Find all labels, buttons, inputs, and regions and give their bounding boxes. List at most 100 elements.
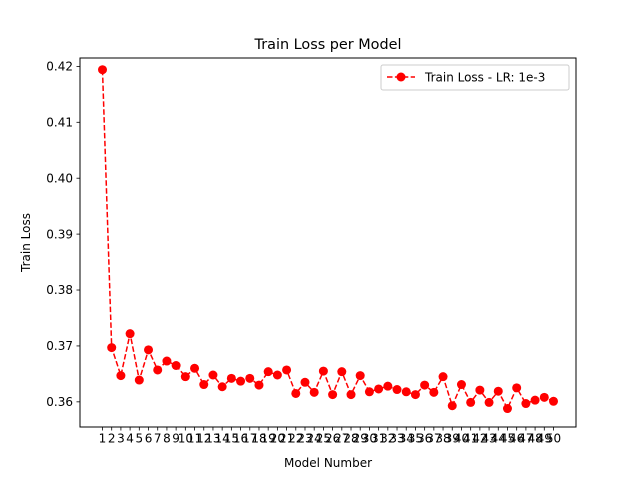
y-tick-label: 0.38 [46, 283, 73, 297]
x-tick-label: 41 [463, 432, 478, 446]
data-point [493, 386, 503, 396]
data-point [300, 377, 310, 387]
data-point [171, 361, 181, 370]
data-point [484, 397, 494, 407]
x-tick-label: 38 [435, 432, 450, 446]
y-tick-label: 0.41 [46, 115, 73, 129]
legend: Train Loss - LR: 1e-3 [380, 64, 570, 91]
x-tick-label: 30 [362, 432, 377, 446]
data-point [309, 387, 319, 397]
data-point [208, 370, 218, 380]
y-tick-label: 0.42 [46, 60, 73, 74]
data-point [328, 390, 338, 400]
data-point [466, 397, 476, 407]
data-point [512, 383, 522, 393]
data-point [539, 392, 549, 402]
data-point [144, 345, 154, 355]
x-tick-label: 43 [481, 432, 496, 446]
data-point [236, 376, 246, 386]
data-point [318, 366, 328, 376]
data-point [190, 363, 200, 373]
x-tick-label: 20 [270, 432, 285, 446]
x-tick-label: 48 [527, 432, 542, 446]
legend-label: Train Loss - LR: 1e-3 [424, 71, 545, 85]
x-tick-label: 32 [380, 432, 395, 446]
x-tick-label: 37 [426, 432, 441, 446]
data-point [355, 371, 365, 381]
legend-frame [380, 64, 570, 91]
y-axis-label: Train Loss [19, 213, 33, 273]
plot-frame [79, 57, 577, 428]
data-point [383, 381, 393, 391]
data-point [217, 382, 227, 392]
x-tick-label: 36 [417, 432, 432, 446]
data-point [374, 384, 384, 394]
data-point [429, 387, 439, 397]
data-point [447, 401, 457, 411]
data-point [98, 65, 107, 75]
x-tick-label: 9 [172, 432, 180, 446]
x-axis-ticks: 1 2 3 4 5 6 7 8 91011121314151617181920212223242… [99, 427, 561, 446]
x-tick-label: 21 [279, 432, 294, 446]
x-tick-label: 34 [399, 432, 414, 446]
data-point [337, 367, 347, 377]
plot-area [80, 58, 576, 427]
data-point [401, 387, 411, 397]
data-point [282, 365, 292, 375]
data-point [245, 373, 255, 383]
y-tick-label: 0.36 [46, 395, 73, 409]
x-tick-label: 45 [500, 432, 515, 446]
data-point [263, 367, 273, 377]
x-tick-label: 31 [371, 432, 386, 446]
x-tick-label: 24 [307, 432, 322, 446]
data-point [254, 380, 264, 390]
x-tick-label: 39 [445, 432, 460, 446]
x-tick-label: 12 [196, 432, 211, 446]
data-point [530, 395, 540, 405]
x-tick-label: 11 [187, 432, 202, 446]
x-tick-label: 22 [288, 432, 303, 446]
x-tick-label: 1 [99, 432, 107, 446]
x-tick-label: 18 [251, 432, 266, 446]
x-tick-label: 17 [242, 432, 257, 446]
data-point [549, 396, 558, 406]
x-tick-label: 7 [154, 432, 162, 446]
data-point [199, 380, 209, 390]
data-point [392, 385, 402, 395]
data-point [364, 387, 374, 397]
x-tick-label: 19 [261, 432, 276, 446]
data-point [180, 372, 190, 382]
data-point [410, 390, 420, 400]
x-tick-label: 4 [126, 432, 134, 446]
x-tick-label: 10 [178, 432, 193, 446]
y-axis-ticks: 0.36 0.37 0.38 0.39 0.40 0.41 0.42 [46, 60, 80, 409]
data-point [153, 365, 163, 375]
x-tick-label: 13 [205, 432, 220, 446]
x-tick-label: 3 [117, 432, 125, 446]
data-point [456, 380, 466, 390]
y-tick-label: 0.40 [46, 171, 73, 185]
x-tick-label: 50 [546, 432, 561, 446]
data-point [134, 375, 144, 385]
x-tick-label: 16 [233, 432, 248, 446]
x-tick-label: 15 [224, 432, 239, 446]
data-point [420, 380, 430, 390]
data-point [116, 371, 126, 381]
x-tick-label: 2 [108, 432, 116, 446]
x-tick-label: 27 [334, 432, 349, 446]
y-tick-label: 0.37 [46, 339, 73, 353]
x-tick-label: 14 [215, 432, 230, 446]
x-tick-label: 25 [316, 432, 331, 446]
x-tick-label: 35 [408, 432, 423, 446]
data-point [226, 373, 236, 383]
x-tick-label: 47 [518, 432, 533, 446]
data-point [475, 385, 485, 395]
x-tick-label: 29 [353, 432, 368, 446]
x-tick-label: 8 [163, 432, 171, 446]
data-point [272, 370, 282, 380]
data-point [438, 372, 448, 382]
data-point [291, 388, 301, 398]
series-layer [98, 65, 558, 414]
data-point [162, 356, 172, 366]
